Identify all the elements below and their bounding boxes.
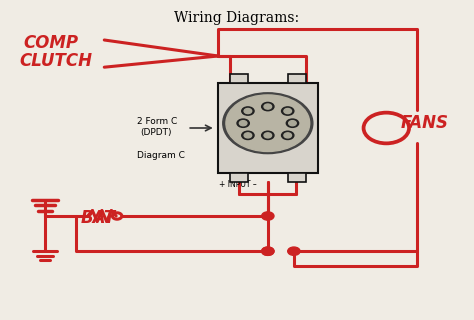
- Circle shape: [223, 93, 313, 154]
- Circle shape: [282, 131, 294, 140]
- Circle shape: [244, 133, 252, 138]
- Bar: [288, 74, 306, 83]
- Circle shape: [262, 131, 274, 140]
- Circle shape: [262, 102, 274, 111]
- Text: + INPUT –: + INPUT –: [219, 180, 257, 188]
- Circle shape: [244, 108, 252, 114]
- Text: Diagram C: Diagram C: [137, 151, 185, 160]
- Text: CLUTCH: CLUTCH: [19, 52, 92, 70]
- Circle shape: [262, 212, 274, 220]
- Bar: [230, 173, 248, 182]
- Circle shape: [242, 131, 254, 140]
- Text: FANS: FANS: [401, 114, 448, 132]
- Circle shape: [286, 119, 299, 127]
- Circle shape: [226, 95, 310, 151]
- Circle shape: [262, 247, 274, 255]
- Circle shape: [284, 108, 292, 114]
- Circle shape: [242, 107, 254, 115]
- Text: 2 Form C: 2 Form C: [137, 117, 178, 126]
- Text: COMP: COMP: [24, 34, 79, 52]
- Bar: [230, 74, 248, 83]
- Circle shape: [237, 119, 249, 127]
- Circle shape: [264, 133, 272, 138]
- Circle shape: [284, 133, 292, 138]
- Circle shape: [239, 121, 247, 126]
- Circle shape: [288, 247, 300, 255]
- Text: Wiring Diagrams:: Wiring Diagrams:: [174, 11, 300, 25]
- Circle shape: [289, 121, 296, 126]
- Text: (DPDT): (DPDT): [140, 128, 171, 137]
- Bar: [218, 83, 318, 173]
- Bar: [288, 173, 306, 182]
- Text: BAT: BAT: [81, 209, 116, 227]
- Circle shape: [264, 104, 272, 109]
- Circle shape: [282, 107, 294, 115]
- Circle shape: [262, 247, 274, 255]
